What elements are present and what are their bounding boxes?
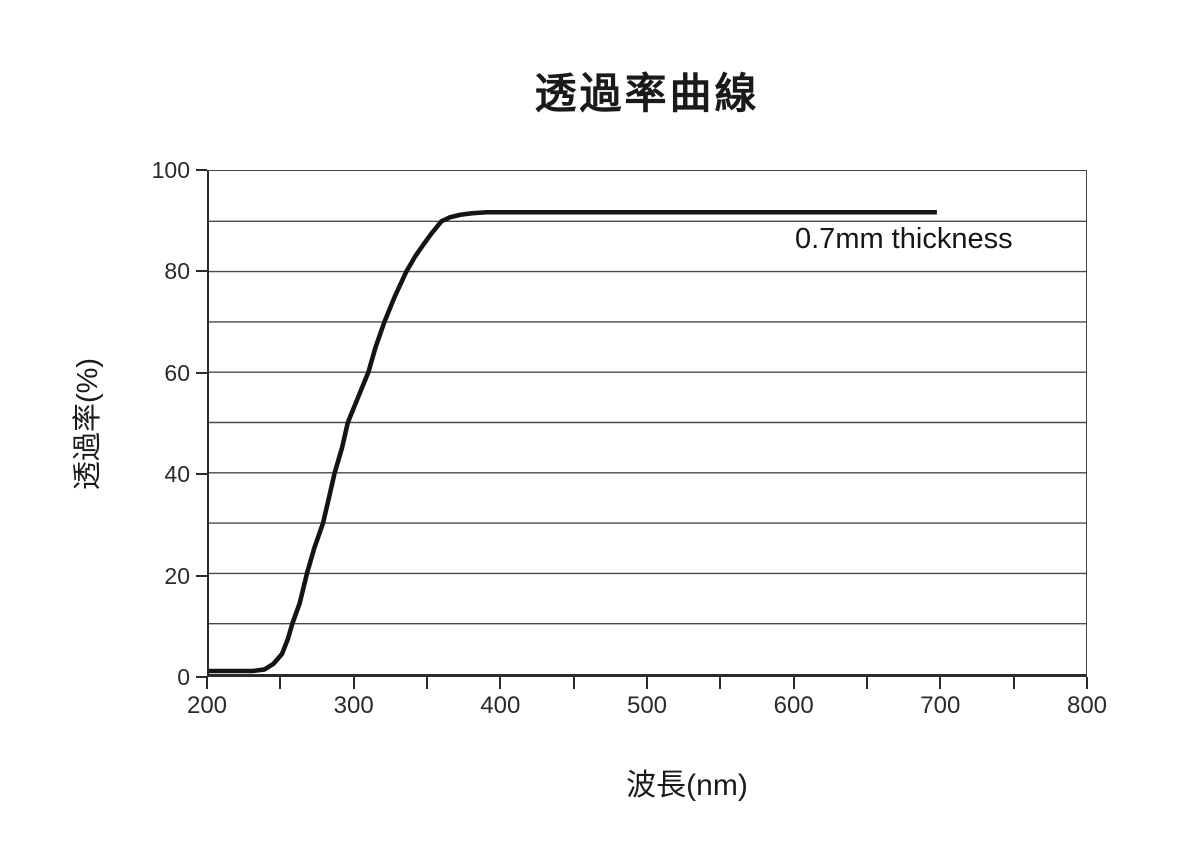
x-tick-mark (426, 677, 428, 689)
y-tick-label: 0 (177, 664, 190, 690)
x-tick-mark (646, 677, 648, 689)
x-tick-mark (866, 677, 868, 689)
x-tick-mark (792, 677, 795, 689)
x-tick-label: 500 (626, 692, 668, 719)
y-tick-mark (196, 169, 207, 171)
x-tick-mark (352, 677, 355, 689)
y-tick-mark (196, 270, 207, 273)
y-tick-mark (196, 371, 207, 374)
y-tick-label: 80 (164, 258, 190, 285)
transmittance-curve (209, 209, 937, 674)
y-tick-label: 40 (164, 461, 190, 488)
y-tick-mark (196, 473, 207, 476)
x-tick-mark (279, 677, 282, 689)
x-tick-mark (719, 677, 722, 689)
x-tick-mark (1012, 677, 1015, 689)
y-tick-label: 100 (151, 157, 190, 183)
y-tick-mark (196, 676, 207, 678)
plot-area: 0.7mm thickness (207, 170, 1087, 677)
chart-title: 透過率曲線 (534, 70, 760, 117)
y-tick-mark (196, 574, 207, 577)
x-axis-title: 波長(nm) (626, 769, 748, 802)
x-tick-mark (206, 677, 208, 689)
x-tick-label: 200 (186, 692, 228, 719)
x-tick-mark (572, 677, 575, 689)
x-tick-label: 400 (480, 692, 521, 719)
plot-svg (209, 209, 1086, 674)
y-axis-title: 透過率(%) (72, 357, 104, 491)
x-tick-mark (939, 677, 942, 689)
x-tick-mark (1086, 677, 1088, 689)
series-annotation: 0.7mm thickness (795, 223, 1013, 255)
x-tick-label: 800 (1066, 692, 1108, 719)
x-tick-label: 600 (773, 692, 814, 719)
y-tick-label: 20 (164, 562, 190, 589)
x-tick-mark (499, 677, 502, 689)
y-tick-label: 60 (164, 359, 190, 386)
x-tick-label: 700 (920, 692, 961, 719)
x-tick-label: 300 (333, 692, 374, 719)
